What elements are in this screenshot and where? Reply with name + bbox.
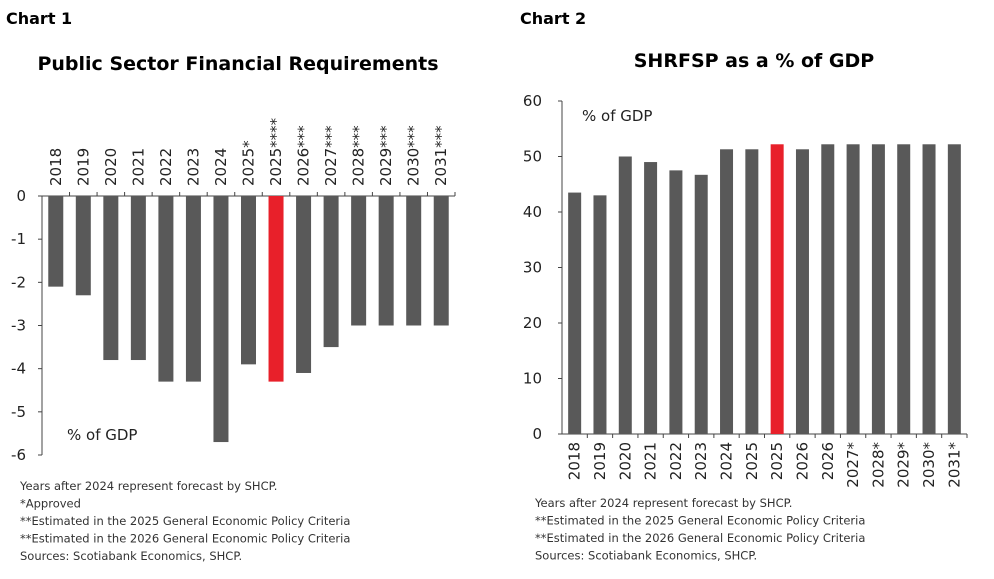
x-tick-label: 2023 (692, 442, 710, 480)
x-tick-label: 2018 (566, 442, 584, 480)
bar (75, 196, 91, 296)
bar (821, 144, 835, 435)
bar (351, 196, 367, 326)
x-tick-label: 2022 (157, 148, 175, 186)
x-tick-label: 2022 (667, 442, 685, 480)
y-tick-label: 0 (532, 425, 542, 443)
footnote: Sources: Scotiabank Economics, SHCP. (20, 549, 242, 563)
x-tick-label: 2025**** (267, 117, 285, 186)
y-tick-label: 10 (523, 370, 542, 388)
x-tick-label: 2025 (768, 442, 786, 480)
x-tick-label: 2031*** (432, 125, 450, 186)
annotation: % of GDP (582, 107, 652, 125)
bar (406, 196, 422, 326)
footnote: Years after 2024 represent forecast by S… (19, 479, 277, 493)
x-tick-label: 2023 (184, 148, 202, 186)
chart-title: SHRFSP as a % of GDP (634, 50, 875, 72)
bar (720, 149, 734, 434)
x-tick-label: 2021 (129, 148, 147, 186)
bar (268, 196, 284, 382)
y-tick-label: -5 (11, 403, 26, 421)
x-tick-label: 2028* (869, 442, 887, 488)
footnote: Years after 2024 represent forecast by S… (534, 496, 792, 510)
chart-header: Chart 2 (520, 9, 586, 28)
bar (871, 144, 885, 435)
x-tick-label: 2029*** (377, 125, 395, 186)
x-tick-label: 2024 (718, 442, 736, 480)
bar (922, 144, 936, 435)
bar (323, 196, 339, 348)
y-tick-label: -2 (11, 273, 26, 291)
x-tick-label: 2031* (945, 442, 963, 488)
footnote: **Estimated in the 2026 General Economic… (535, 531, 865, 545)
y-tick-label: -4 (11, 360, 26, 378)
x-tick-label: 2021 (642, 442, 660, 480)
bar (618, 156, 632, 434)
bar (897, 144, 911, 435)
bar (378, 196, 394, 326)
y-tick-label: 50 (523, 148, 542, 166)
bar (103, 196, 119, 361)
bar (185, 196, 201, 382)
bar (644, 162, 658, 435)
x-tick-label: 2029* (895, 442, 913, 488)
footnote: *Approved (20, 497, 81, 511)
bar (241, 196, 256, 365)
x-tick-label: 2025* (240, 140, 258, 186)
y-tick-label: -3 (11, 317, 26, 335)
y-tick-label: 30 (523, 259, 542, 277)
footnote: **Estimated in the 2026 General Economic… (20, 532, 350, 546)
x-tick-label: 2024 (212, 148, 230, 186)
bar (770, 144, 784, 435)
bar (130, 196, 146, 361)
y-tick-label: 20 (523, 314, 542, 332)
x-tick-label: 2019 (74, 148, 92, 186)
bar (213, 196, 229, 443)
chart-title: Public Sector Financial Requirements (37, 53, 438, 75)
x-tick-label: 2020 (102, 148, 120, 186)
x-tick-label: 2020 (616, 442, 634, 480)
x-tick-label: 2027* (844, 442, 862, 488)
x-tick-label: 2025 (743, 442, 761, 480)
bar (795, 149, 809, 434)
bar (694, 174, 708, 434)
bar (669, 170, 683, 434)
x-tick-label: 2019 (591, 442, 609, 480)
x-tick-label: 2027*** (322, 125, 340, 186)
y-tick-label: -1 (11, 230, 26, 248)
bar (593, 195, 607, 434)
y-tick-label: 60 (523, 92, 542, 110)
y-tick-label: -6 (11, 446, 26, 464)
x-tick-label: 2018 (47, 148, 65, 186)
bar (296, 196, 312, 373)
footnote: **Estimated in the 2025 General Economic… (20, 514, 350, 528)
bar (433, 196, 449, 326)
bar (947, 144, 961, 435)
x-tick-label: 2030*** (405, 125, 423, 186)
x-tick-label: 2030* (920, 442, 938, 488)
bar (745, 149, 759, 434)
x-tick-label: 2026 (819, 442, 837, 480)
bar (568, 192, 582, 434)
y-tick-label: 40 (523, 203, 542, 221)
x-tick-label: 2028*** (350, 125, 368, 186)
chart-header: Chart 1 (6, 9, 72, 28)
footnote: Sources: Scotiabank Economics, SHCP. (535, 549, 757, 563)
x-tick-label: 2026 (793, 442, 811, 480)
bar (846, 144, 860, 435)
y-tick-label: 0 (16, 187, 26, 205)
footnote: **Estimated in the 2025 General Economic… (535, 514, 865, 528)
x-tick-label: 2026*** (295, 125, 313, 186)
bar (48, 196, 64, 287)
bar (158, 196, 174, 382)
annotation: % of GDP (67, 426, 137, 444)
